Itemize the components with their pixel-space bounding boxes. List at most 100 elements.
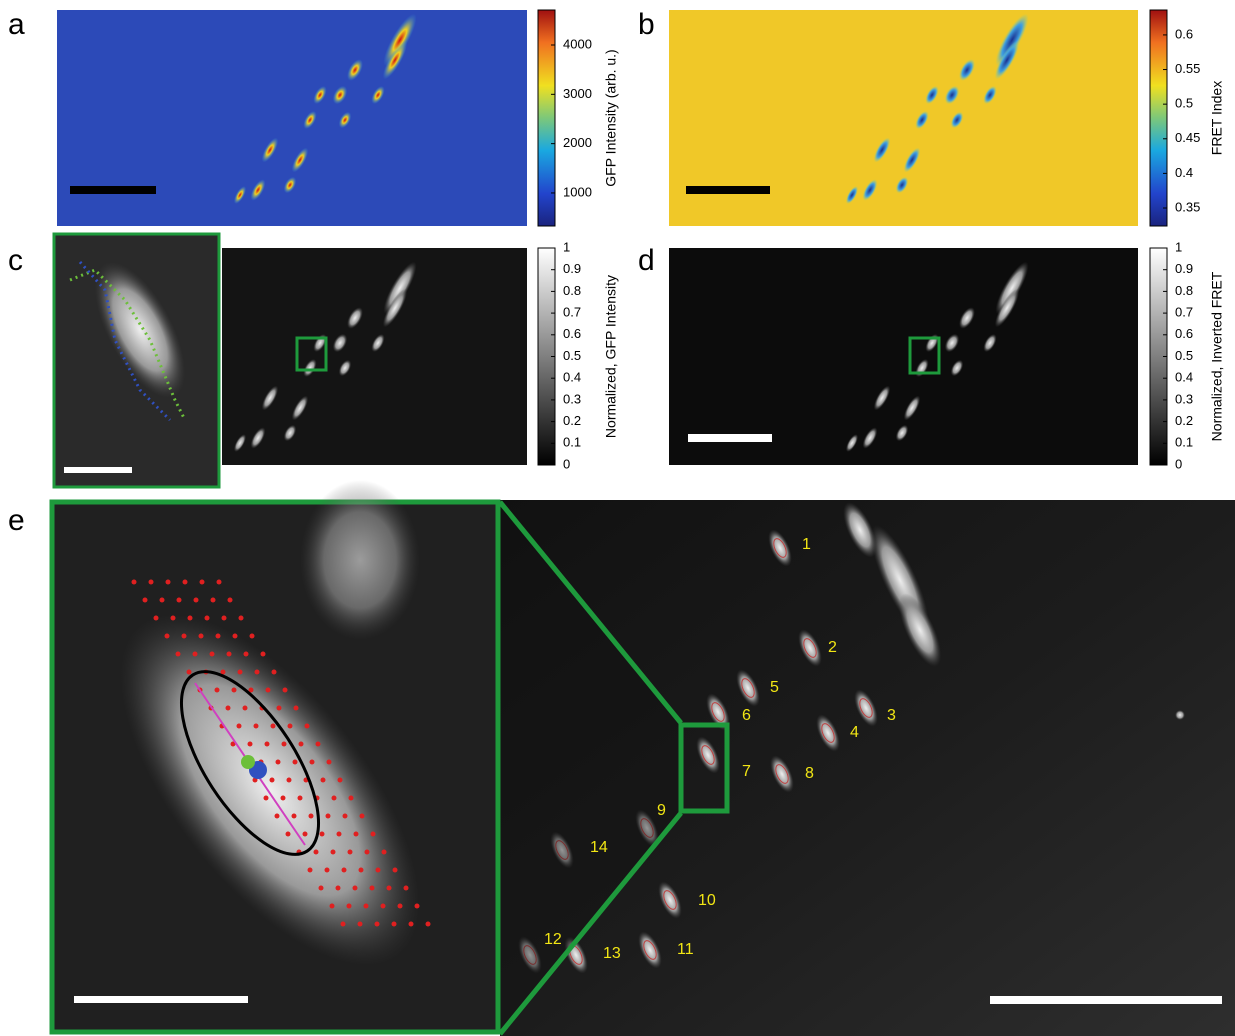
- pixel-dot: [188, 616, 193, 621]
- pixel-dot: [314, 850, 319, 855]
- panel-label: e: [8, 504, 25, 537]
- pixel-dot: [200, 580, 205, 585]
- pixel-dot: [193, 652, 198, 657]
- pixel-dot: [309, 814, 314, 819]
- pixel-dot: [283, 688, 288, 693]
- pixel-dot: [310, 760, 315, 765]
- pixel-dot: [176, 652, 181, 657]
- pixel-dot: [288, 724, 293, 729]
- pixel-dot: [338, 778, 343, 783]
- colorbar-tick-label: 0.2: [563, 413, 581, 428]
- pixel-dot: [227, 652, 232, 657]
- pixel-dot: [182, 634, 187, 639]
- colorbar-label: Normalized, Inverted FRET: [1209, 271, 1225, 441]
- colorbar-tick-label: 0: [1175, 456, 1182, 471]
- colorbar-tick-label: 1: [563, 239, 570, 254]
- pixel-dot: [409, 922, 414, 927]
- scale-bar: [688, 434, 772, 442]
- pixel-dot: [332, 796, 337, 801]
- pixel-dot: [205, 616, 210, 621]
- pixel-dot: [272, 670, 277, 675]
- object-label: 10: [698, 892, 716, 909]
- pixel-dot: [270, 778, 275, 783]
- pixel-dot: [275, 814, 280, 819]
- pixel-dot: [347, 904, 352, 909]
- pixel-dot: [382, 850, 387, 855]
- pixel-dot: [238, 670, 243, 675]
- colorbar-tick-label: 0.2: [1175, 413, 1193, 428]
- pixel-dot: [154, 616, 159, 621]
- object-label: 14: [590, 839, 608, 856]
- pixel-dot: [271, 724, 276, 729]
- pixel-dot: [343, 814, 348, 819]
- object-label: 2: [828, 639, 837, 656]
- scale-bar: [64, 467, 132, 473]
- colorbar-label: Normalized, GFP Intensity: [603, 275, 619, 438]
- pixel-dot: [349, 796, 354, 801]
- pixel-dot: [320, 832, 325, 837]
- colorbar-tick-label: 0.7: [1175, 305, 1193, 320]
- colorbar-tick-label: 0.9: [563, 261, 581, 276]
- pixel-dot: [211, 598, 216, 603]
- figure: a b c d e 1000200030004000GFP Intensity …: [0, 0, 1235, 1036]
- colorbar: [1150, 10, 1167, 226]
- pixel-dot: [265, 742, 270, 747]
- pixel-dot: [199, 634, 204, 639]
- pixel-dot: [194, 598, 199, 603]
- pixel-dot: [255, 670, 260, 675]
- pixel-dot: [331, 850, 336, 855]
- object-label: 1: [802, 536, 811, 553]
- pixel-dot: [277, 706, 282, 711]
- panel-label: a: [8, 8, 25, 41]
- colorbar-tick-label: 1: [1175, 239, 1182, 254]
- pixel-dot: [348, 850, 353, 855]
- pixel-dot: [415, 904, 420, 909]
- scale-bar: [686, 186, 770, 194]
- object-label: 7: [742, 763, 751, 780]
- colorbar-tick-label: 0.4: [563, 370, 581, 385]
- pixel-dot: [132, 580, 137, 585]
- panel-label: c: [8, 244, 23, 277]
- pixel-dot: [392, 922, 397, 927]
- centroid: [241, 755, 255, 769]
- colorbar-tick-label: 0.9: [1175, 261, 1193, 276]
- pixel-dot: [244, 652, 249, 657]
- colorbar-label: FRET Index: [1209, 81, 1225, 155]
- pixel-dot: [375, 922, 380, 927]
- colorbar-tick-label: 0.1: [563, 435, 581, 450]
- colorbar-tick-label: 0.3: [563, 391, 581, 406]
- colorbar-tick-label: 4000: [563, 36, 592, 51]
- pixel-dot: [293, 760, 298, 765]
- pixel-dot: [264, 796, 269, 801]
- pixel-dot: [354, 832, 359, 837]
- object-label: 8: [805, 765, 814, 782]
- pixel-dot: [243, 706, 248, 711]
- colorbar-tick-label: 0.4: [1175, 370, 1193, 385]
- pixel-dot: [216, 634, 221, 639]
- colorbar-tick-label: 2000: [563, 135, 592, 150]
- object-label: 13: [603, 945, 621, 962]
- pixel-dot: [359, 868, 364, 873]
- colorbar-tick-label: 0.6: [1175, 326, 1193, 341]
- pixel-dot: [327, 760, 332, 765]
- panel-label: d: [638, 244, 655, 277]
- colorbar-tick-label: 0.4: [1175, 165, 1193, 180]
- object-label: 9: [657, 802, 666, 819]
- pixel-dot: [165, 634, 170, 639]
- colorbar-tick-label: 0.45: [1175, 130, 1200, 145]
- pixel-dot: [254, 724, 259, 729]
- pixel-dot: [217, 580, 222, 585]
- pixel-dot: [228, 598, 233, 603]
- pixel-dot: [308, 868, 313, 873]
- object-label: 4: [850, 724, 859, 741]
- pixel-dot: [171, 616, 176, 621]
- pixel-dot: [287, 778, 292, 783]
- pixel-dot: [370, 886, 375, 891]
- pixel-dot: [404, 886, 409, 891]
- colorbar-tick-label: 0.35: [1175, 199, 1200, 214]
- pixel-dot: [149, 580, 154, 585]
- pixel-dot: [187, 670, 192, 675]
- pixel-dot: [353, 886, 358, 891]
- pixel-dot: [282, 742, 287, 747]
- pixel-dot: [177, 598, 182, 603]
